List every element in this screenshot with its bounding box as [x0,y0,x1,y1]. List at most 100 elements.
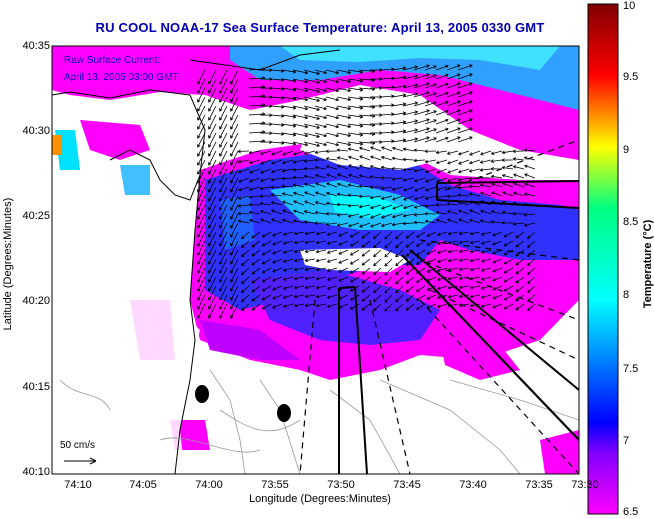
current-vector-head [314,222,318,225]
current-vector-head [294,233,298,236]
current-vector [414,168,426,172]
current-vector [457,91,473,98]
current-vector [395,249,404,258]
current-vector [315,182,327,188]
current-vector-head [197,82,201,85]
current-vector-head [293,294,297,298]
current-vector [392,204,404,210]
current-vector-head [350,234,353,238]
current-vector [392,186,404,191]
current-vector-head [479,169,483,172]
current-vector-head [458,294,462,298]
current-vector [459,231,470,235]
current-vector-head [403,188,406,191]
current-vector [325,132,339,137]
current-vector [230,186,239,202]
current-vector-head [294,287,298,290]
current-vector-head [384,244,387,249]
current-vector-head [248,197,253,199]
current-vector [305,294,316,298]
current-vector [197,267,206,283]
current-vector [358,195,371,197]
current-vector-head [426,82,430,84]
current-vector-head [392,147,395,151]
current-vector [197,114,206,130]
current-vector-head [424,205,429,208]
current-vector-head [513,191,517,194]
current-vector-head [336,214,340,217]
current-vector [395,294,404,303]
current-vector [426,294,437,300]
current-vector-head [230,226,234,229]
current-vector-head [336,106,339,110]
coastline [52,49,341,474]
current-vector-head [358,185,362,188]
current-vector [457,73,473,80]
current-vector [230,213,239,229]
current-vector-head [338,296,342,300]
current-vector-head [425,219,429,222]
current-vector [405,303,415,311]
current-vector [527,231,536,239]
current-vector-head [336,79,339,83]
current-vector [316,231,327,235]
current-vector-head [326,182,330,184]
current-vector-head [304,251,309,254]
current-vector [358,132,375,135]
current-vector-head [325,224,330,226]
current-vector-head [469,285,473,289]
current-vector-head [512,158,516,161]
current-vector [492,231,503,236]
current-vector [459,267,470,271]
current-vector-head [425,196,428,199]
current-vector [413,92,430,98]
current-vector-head [260,219,263,222]
current-vector-head [326,165,330,167]
current-vector [315,201,327,206]
current-vector-head [434,119,437,123]
current-vector-head [208,163,212,166]
current-vector-head [238,161,242,164]
current-vector-head [413,214,417,217]
current-vector [197,276,206,292]
current-vector-head [470,287,474,290]
current-vector [481,294,492,298]
current-vector [303,78,320,84]
current-vector-head [414,137,418,139]
current-vector [238,177,250,183]
current-vector [260,168,272,174]
current-vector-head [384,291,388,294]
current-vector-head [469,240,473,244]
current-vector-head [447,303,451,307]
current-vector [197,222,206,238]
current-vector-head [230,91,234,94]
current-vector-head [414,74,418,76]
current-vector-head [324,70,327,74]
current-vector-head [271,210,274,213]
current-vector-head [445,92,449,96]
current-vector [230,258,239,274]
current-vector-head [361,298,364,302]
current-vector [457,186,470,188]
current-vector-head [524,192,528,195]
current-vector-head [406,291,410,293]
current-vector [402,120,418,125]
current-vector-head [259,186,263,190]
current-vector-head [230,289,234,292]
current-vector-head [219,217,223,220]
current-vector-head [523,212,527,216]
current-vector-head [316,118,320,120]
current-vector [435,92,449,98]
current-vector [457,109,473,116]
current-vector-head [468,176,472,180]
current-vector-head [492,305,495,308]
current-vector-head [314,221,318,224]
current-vector-head [338,233,342,237]
current-vector [248,104,266,107]
current-vector-head [402,167,406,171]
current-vector-head [348,214,351,217]
current-vector-head [405,307,408,311]
current-vector [347,204,360,207]
current-vector [469,150,481,156]
current-vector-head [481,286,484,289]
